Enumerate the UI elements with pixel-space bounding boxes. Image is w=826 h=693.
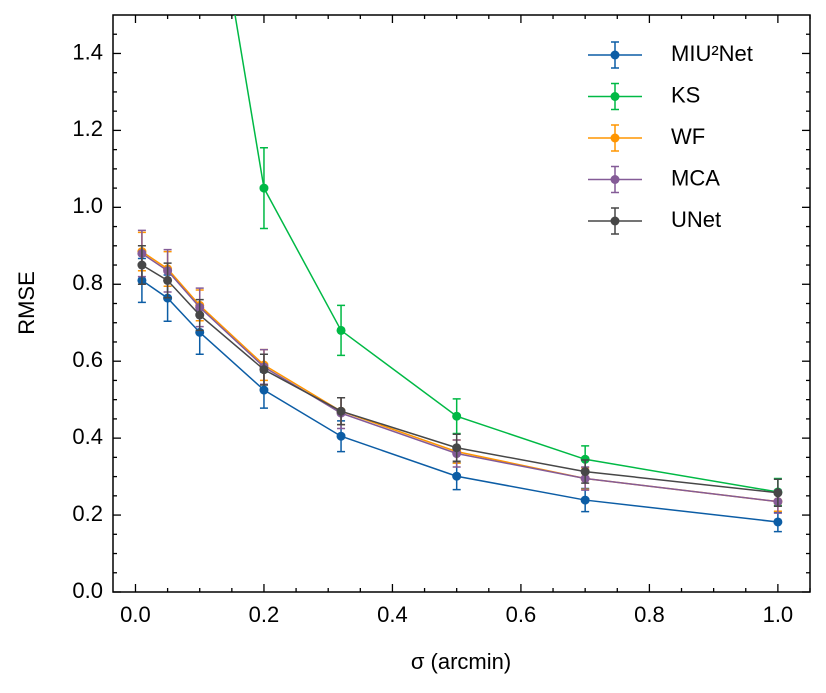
legend-marker bbox=[610, 133, 620, 143]
x-tick-label: 0.0 bbox=[120, 602, 151, 627]
y-tick-label: 0.2 bbox=[72, 501, 103, 526]
x-axis-label: σ (arcmin) bbox=[411, 649, 511, 674]
y-tick-label: 0.8 bbox=[72, 270, 103, 295]
series-line bbox=[141, 250, 778, 503]
data-point bbox=[137, 260, 147, 270]
data-point bbox=[773, 488, 783, 498]
y-tick-label: 1.4 bbox=[72, 39, 103, 64]
data-point bbox=[580, 454, 590, 464]
series-line bbox=[141, 264, 778, 494]
data-point bbox=[195, 310, 205, 320]
data-point bbox=[773, 517, 783, 527]
data-point bbox=[163, 275, 173, 285]
data-point bbox=[336, 325, 346, 335]
plot-area bbox=[137, 15, 783, 533]
legend-label: WF bbox=[671, 124, 705, 149]
data-point bbox=[259, 183, 269, 193]
data-point bbox=[452, 411, 462, 421]
legend-marker bbox=[610, 92, 620, 101]
legend-marker bbox=[610, 50, 620, 60]
x-tick-label: 0.8 bbox=[634, 602, 665, 627]
data-point bbox=[259, 365, 269, 375]
series-line bbox=[234, 15, 779, 493]
y-tick-label: 0.6 bbox=[72, 347, 103, 372]
data-point bbox=[336, 406, 346, 416]
legend-label: KS bbox=[671, 82, 700, 107]
legend-marker bbox=[610, 175, 620, 184]
x-tick-label: 0.4 bbox=[377, 602, 408, 627]
legend-label: MIU²Net bbox=[671, 41, 753, 66]
data-point bbox=[336, 431, 346, 441]
data-point bbox=[580, 467, 590, 477]
y-tick-label: 0.0 bbox=[72, 578, 103, 603]
legend-label: MCA bbox=[671, 165, 720, 190]
data-point bbox=[452, 471, 462, 481]
y-axis-label: RMSE bbox=[14, 271, 39, 335]
data-point bbox=[452, 443, 462, 453]
x-tick-label: 0.6 bbox=[506, 602, 537, 627]
series-line bbox=[141, 279, 778, 523]
legend-marker bbox=[610, 216, 620, 226]
data-point bbox=[580, 495, 590, 505]
series-line bbox=[141, 252, 778, 503]
x-tick-label: 1.0 bbox=[763, 602, 794, 627]
y-tick-label: 1.2 bbox=[72, 116, 103, 141]
y-tick-label: 0.4 bbox=[72, 424, 103, 449]
plot-frame bbox=[112, 14, 811, 593]
y-tick-label: 1.0 bbox=[72, 193, 103, 218]
legend-label: UNet bbox=[671, 207, 721, 232]
data-point bbox=[259, 385, 269, 395]
x-tick-label: 0.2 bbox=[249, 602, 280, 627]
